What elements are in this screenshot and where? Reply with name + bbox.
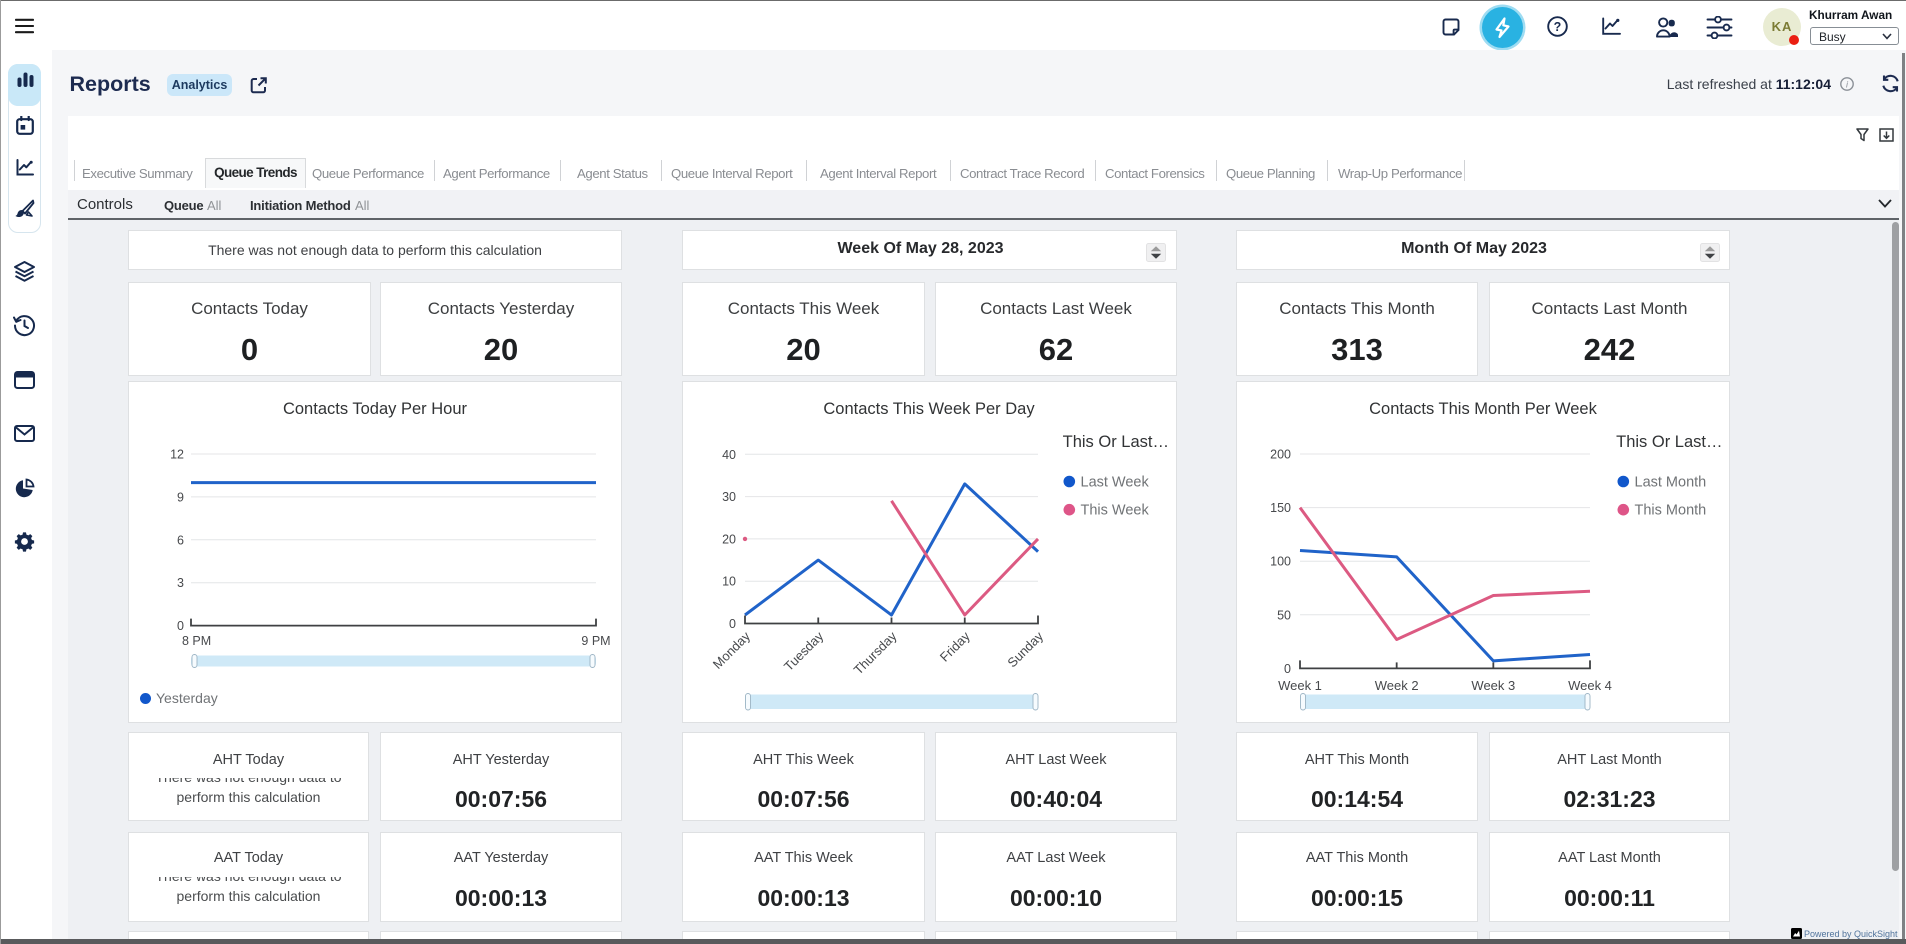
svg-text:100: 100 (1270, 555, 1291, 569)
svg-text:?: ? (1554, 20, 1562, 34)
svg-text:9 PM: 9 PM (581, 634, 610, 648)
svg-text:This Or Last…: This Or Last… (1063, 433, 1169, 451)
svg-text:Week 3: Week 3 (1471, 678, 1515, 693)
svg-text:i: i (1846, 79, 1849, 89)
svg-text:Contacts Today Per Hour: Contacts Today Per Hour (283, 400, 468, 418)
svg-text:Monday: Monday (710, 628, 754, 672)
svg-text:Yesterday: Yesterday (156, 690, 218, 706)
svg-text:This Week: This Week (1081, 503, 1150, 519)
svg-text:Thursday: Thursday (851, 628, 900, 677)
svg-text:Friday: Friday (937, 628, 973, 664)
svg-text:Contacts This Week Per Day: Contacts This Week Per Day (823, 400, 1035, 418)
svg-text:Week 1: Week 1 (1278, 678, 1322, 693)
svg-text:0: 0 (1284, 662, 1291, 676)
svg-text:Contacts This Month Per Week: Contacts This Month Per Week (1369, 400, 1597, 418)
svg-text:50: 50 (1277, 608, 1291, 622)
svg-text:200: 200 (1270, 448, 1291, 462)
svg-text:150: 150 (1270, 501, 1291, 515)
svg-text:Week 4: Week 4 (1568, 678, 1612, 693)
svg-text:0: 0 (729, 617, 736, 631)
svg-text:Tuesday: Tuesday (781, 628, 827, 674)
svg-text:Week 2: Week 2 (1375, 678, 1419, 693)
svg-text:10: 10 (722, 575, 736, 589)
svg-text:6: 6 (177, 533, 184, 547)
svg-text:0: 0 (177, 619, 184, 633)
svg-text:9: 9 (177, 490, 184, 504)
svg-text:Sunday: Sunday (1004, 628, 1046, 670)
svg-text:Last Month: Last Month (1635, 475, 1707, 491)
svg-text:3: 3 (177, 576, 184, 590)
svg-text:This Or Last…: This Or Last… (1616, 433, 1722, 451)
svg-text:40: 40 (722, 448, 736, 462)
svg-text:Last Week: Last Week (1081, 475, 1150, 491)
svg-text:8 PM: 8 PM (182, 634, 211, 648)
svg-text:This Month: This Month (1635, 503, 1707, 519)
svg-text:30: 30 (722, 490, 736, 504)
svg-text:12: 12 (170, 448, 184, 462)
svg-text:20: 20 (722, 532, 736, 546)
